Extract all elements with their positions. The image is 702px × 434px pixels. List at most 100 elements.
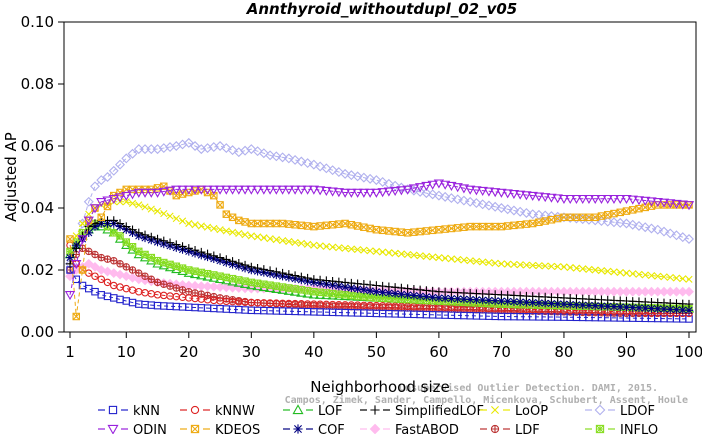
odin-point xyxy=(552,194,563,204)
cof-point xyxy=(553,299,562,308)
odin-point xyxy=(671,199,682,209)
loop-point xyxy=(141,203,149,211)
loop-point xyxy=(447,255,455,263)
ldof-point xyxy=(483,200,494,211)
knnw-point xyxy=(103,278,112,287)
inflo-point xyxy=(347,291,356,300)
loop-point xyxy=(435,254,443,262)
odin-point xyxy=(71,260,82,270)
ldof-point xyxy=(277,152,288,163)
kdeos-point xyxy=(635,204,643,213)
fastabod-point xyxy=(133,274,144,285)
cof-point xyxy=(597,301,606,311)
legend-item-inflo: INFLO xyxy=(585,423,658,434)
x-axis: 1 10 20 30 40 50 60 70 80 90 100 xyxy=(65,332,702,361)
loop-point xyxy=(335,244,343,252)
cof-point xyxy=(634,303,644,313)
loop-point xyxy=(679,275,687,283)
cof-point xyxy=(647,304,656,313)
odin-point xyxy=(677,200,688,210)
odin-point xyxy=(252,185,263,195)
legend-marker-cof xyxy=(293,424,303,434)
odin-point xyxy=(264,185,276,195)
ldof-point xyxy=(608,217,619,228)
legend: kNN kNNW LOF SimplifiedLOF LoOP LDOF ODIN KDEOS… xyxy=(98,404,658,434)
odin-point xyxy=(533,192,545,202)
cof-point xyxy=(478,295,487,305)
inflo-point xyxy=(253,279,262,288)
ldof-point xyxy=(446,193,457,204)
odin-point xyxy=(665,199,676,209)
odin-point xyxy=(96,198,107,208)
ldf-point xyxy=(185,287,193,296)
loop-point xyxy=(135,201,143,209)
knn-point xyxy=(103,292,112,301)
simplifiedlof-point xyxy=(184,244,193,253)
simplifiedlof-point xyxy=(340,278,350,287)
cof-point xyxy=(378,288,387,297)
legend-label: SimplifiedLOF xyxy=(395,404,484,419)
cof-point xyxy=(684,306,694,315)
odin-point xyxy=(296,185,307,195)
odin-point xyxy=(383,187,395,197)
odin-point xyxy=(77,235,88,245)
x-tick-label: 40 xyxy=(304,343,323,361)
ldof-point xyxy=(377,176,388,187)
simplifiedlof-markers xyxy=(65,216,694,309)
inflo-point xyxy=(185,266,193,274)
odin-point xyxy=(64,291,76,301)
cof-point xyxy=(390,289,400,298)
loop-point xyxy=(191,221,199,229)
loop-point xyxy=(241,231,249,239)
ldof-point xyxy=(246,144,257,155)
odin-point xyxy=(108,194,119,205)
fastabod-markers xyxy=(65,258,694,297)
inflo-point xyxy=(241,277,249,285)
loop-point xyxy=(185,219,193,228)
x-tick-label: 10 xyxy=(117,343,136,361)
legend-marker-knn xyxy=(108,405,118,415)
knn-point xyxy=(685,315,693,323)
odin-point xyxy=(571,194,582,205)
ldf-point xyxy=(153,278,162,287)
inflo-point xyxy=(341,291,349,299)
ldof-point xyxy=(302,158,313,169)
simplifiedlof-point xyxy=(228,257,237,266)
y-tick-label: 0.06 xyxy=(21,137,54,155)
odin-point xyxy=(221,185,232,195)
odin-point xyxy=(583,194,595,205)
cof-point xyxy=(609,302,619,311)
odin-point xyxy=(477,186,488,196)
loop-point xyxy=(622,269,631,277)
cof-point xyxy=(403,290,412,299)
legend-marker-ldof xyxy=(594,404,606,416)
series-kdeos xyxy=(66,182,693,321)
ldf-point xyxy=(160,280,168,289)
loop-point xyxy=(385,249,393,257)
odin-point xyxy=(465,185,476,195)
odin-point xyxy=(640,196,651,206)
simplifiedlof-point xyxy=(403,284,412,293)
simplifiedlof-point xyxy=(147,232,156,242)
ldof-point xyxy=(96,175,107,186)
loop-point xyxy=(566,263,574,272)
knn-point xyxy=(110,294,118,302)
odin-point xyxy=(139,188,151,198)
ldof-point xyxy=(371,175,382,186)
ldof-point xyxy=(315,161,326,172)
series-fastabod xyxy=(65,258,694,297)
simplifiedlof-point xyxy=(178,242,187,251)
loop-point xyxy=(529,261,537,269)
loop-point xyxy=(441,254,449,262)
fastabod-point xyxy=(684,286,694,297)
loop-point xyxy=(85,210,93,218)
x-tick-label: 50 xyxy=(367,343,386,361)
ldof-point xyxy=(627,219,638,230)
loop-point xyxy=(572,264,581,272)
simplifiedlof-point xyxy=(222,255,231,264)
simplifiedlof-point xyxy=(272,267,281,277)
legend-marker-lof xyxy=(292,404,304,415)
legend-marker-inflo xyxy=(595,424,605,434)
simplifiedlof-point xyxy=(422,286,431,295)
kdeos-point xyxy=(241,218,249,226)
